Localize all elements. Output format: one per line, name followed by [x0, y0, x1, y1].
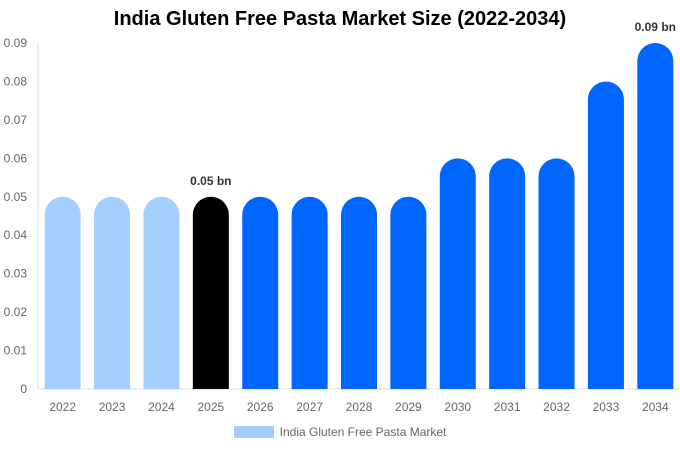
bar-2027 — [291, 196, 328, 389]
chart-title: India Gluten Free Pasta Market Size (202… — [113, 8, 567, 30]
x-tick-label: 2030 — [444, 400, 471, 414]
data-label: 0.05 bn — [190, 174, 231, 188]
bar-2028 — [341, 196, 377, 389]
y-tick-label: 0.03 — [4, 267, 28, 281]
y-tick-label: 0.04 — [4, 228, 28, 242]
bar-2024 — [143, 196, 180, 389]
x-tick-label: 2023 — [99, 400, 126, 414]
x-tick-label: 2034 — [642, 400, 669, 414]
bar-2025 — [192, 196, 229, 389]
bar-2030 — [439, 158, 476, 389]
y-tick-label: 0.01 — [4, 344, 28, 358]
legend-label: India Gluten Free Pasta Market — [279, 425, 447, 439]
x-tick-label: 2027 — [296, 400, 323, 414]
x-tick-label: 2031 — [494, 400, 521, 414]
x-tick-label: 2022 — [49, 400, 76, 414]
bar-2031 — [489, 158, 526, 389]
y-tick-label: 0.07 — [4, 113, 28, 127]
x-tick-label: 2028 — [346, 400, 373, 414]
x-tick-label: 2033 — [593, 400, 620, 414]
bar-2026 — [242, 196, 279, 389]
x-tick-label: 2032 — [543, 400, 570, 414]
x-tick-label: 2025 — [197, 400, 224, 414]
y-tick-label: 0.02 — [4, 305, 28, 319]
y-tick-label: 0.08 — [4, 74, 28, 88]
legend[interactable]: India Gluten Free Pasta Market — [0, 425, 680, 439]
bar-2033 — [587, 81, 624, 389]
x-tick-label: 2026 — [247, 400, 274, 414]
x-tick-label: 2029 — [395, 400, 422, 414]
y-tick-label: 0.09 — [4, 36, 28, 50]
bar-2029 — [390, 196, 427, 389]
data-label: 0.09 bn — [635, 20, 676, 34]
y-tick-label: 0.06 — [4, 151, 28, 165]
bar-2032 — [538, 158, 575, 389]
bar-2023 — [94, 196, 131, 389]
bar-2022 — [44, 196, 81, 389]
y-tick-label: 0 — [20, 382, 27, 396]
legend-swatch — [233, 426, 274, 438]
bar-2034 — [637, 43, 674, 389]
x-tick-label: 2024 — [148, 400, 175, 414]
y-tick-label: 0.05 — [4, 190, 28, 204]
